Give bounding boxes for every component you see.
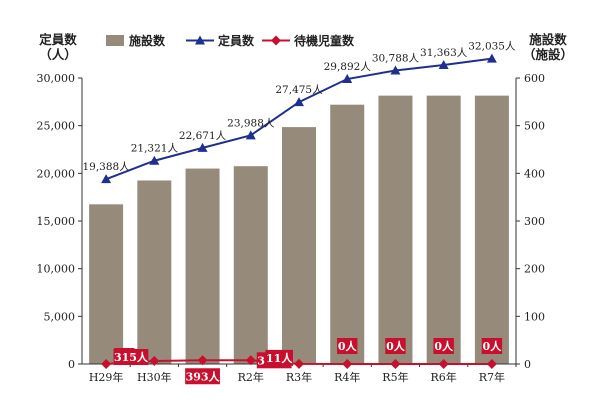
right-axis-title-line2: （施設） xyxy=(523,47,573,62)
x-tick-label: R3年 xyxy=(286,370,312,384)
capacity-value-label: 27,475人 xyxy=(275,84,323,96)
left-tick-label: 20,000 xyxy=(37,167,76,180)
legend-label-waiting: 待機児童数 xyxy=(294,33,355,48)
capacity-value-label: 32,035人 xyxy=(468,41,516,53)
facility-bar xyxy=(426,95,461,365)
legend-bar-swatch xyxy=(106,35,124,46)
waiting-value-label: 0人 xyxy=(338,339,358,353)
waiting-value-label: 11人 xyxy=(266,351,293,365)
waiting-point xyxy=(101,359,112,369)
capacity-point xyxy=(390,65,401,75)
x-tick-label: R2年 xyxy=(238,370,264,384)
right-tick-label: 100 xyxy=(524,310,545,323)
capacity-value-label: 30,788人 xyxy=(372,52,420,64)
waiting-value-label: 0人 xyxy=(386,339,406,353)
legend-triangle-icon xyxy=(195,35,205,45)
right-tick-label: 600 xyxy=(524,72,545,85)
waiting-point xyxy=(149,355,160,366)
legend: 施設数 定員数 待機児童数 xyxy=(106,33,355,48)
waiting-point xyxy=(390,359,401,369)
capacity-value-label: 23,988人 xyxy=(227,117,275,129)
left-axis-title-line1: 定員数 xyxy=(38,32,77,47)
waiting-label-box xyxy=(481,338,503,354)
facility-bar xyxy=(185,168,220,364)
waiting-label-box xyxy=(337,338,358,354)
capacity-value-label: 29,892人 xyxy=(324,61,372,73)
waiting-point xyxy=(438,359,449,369)
waiting-point xyxy=(294,358,304,369)
waiting-label-box xyxy=(433,338,454,354)
left-tick-label: 30,000 xyxy=(37,72,76,85)
facility-bar xyxy=(330,104,365,365)
waiting-point xyxy=(342,359,353,369)
right-tick-label: 200 xyxy=(524,263,545,276)
legend-diamond-icon xyxy=(271,35,281,46)
capacity-point xyxy=(294,97,304,107)
waiting-label-box xyxy=(265,349,293,366)
left-tick-label: 0 xyxy=(68,358,75,371)
capacity-value-label: 31,363人 xyxy=(420,47,468,59)
capacity-point xyxy=(197,142,208,152)
x-tick-label: H29年 xyxy=(89,370,124,384)
capacity-value-label: 19,388人 xyxy=(82,161,130,173)
capacity-point xyxy=(149,155,160,165)
legend-label-capacity: 定員数 xyxy=(218,33,255,48)
waiting-point xyxy=(486,359,497,369)
x-tick-label: R7年 xyxy=(479,370,505,384)
capacity-point xyxy=(486,53,497,63)
x-tick-label: H30年 xyxy=(137,370,172,384)
legend-label-facilities: 施設数 xyxy=(129,33,166,48)
waiting-value-label: 0人 xyxy=(483,339,503,353)
waiting-label-box xyxy=(385,338,406,354)
left-tick-label: 10,000 xyxy=(37,263,76,276)
x-tick-label: R4年 xyxy=(334,370,360,384)
facility-bar xyxy=(378,95,413,365)
waiting-point xyxy=(245,355,256,366)
left-tick-label: 15,000 xyxy=(37,215,76,228)
capacity-point xyxy=(245,130,256,140)
right-tick-label: 500 xyxy=(524,120,545,133)
capacity-value-label: 22,671人 xyxy=(179,130,227,142)
waiting-value-label: 0人 xyxy=(434,339,454,353)
waiting-label-box xyxy=(185,368,220,385)
facility-bar xyxy=(137,180,172,364)
waiting-point xyxy=(197,355,208,366)
waiting-value-label: 315人 xyxy=(114,350,149,364)
facility-bar xyxy=(233,166,268,364)
facility-bar xyxy=(282,127,316,364)
facility-bar xyxy=(474,95,509,365)
right-tick-label: 0 xyxy=(524,358,531,371)
right-tick-label: 400 xyxy=(524,167,545,180)
capacity-value-label: 21,321人 xyxy=(131,143,179,155)
left-tick-label: 25,000 xyxy=(37,120,76,133)
plot-area: 0 5,000 10,000 15,000 20,000 25,000 30,000 0 100… xyxy=(37,41,545,385)
waiting-value-label: 393人 xyxy=(186,369,221,383)
capacity-point xyxy=(438,60,449,70)
capacity-point xyxy=(101,174,112,184)
right-tick-label: 300 xyxy=(524,215,545,228)
facility-bar xyxy=(89,204,124,364)
x-tick-label: R6年 xyxy=(431,370,457,384)
capacity-point xyxy=(342,74,353,84)
left-tick-label: 5,000 xyxy=(44,310,76,323)
waiting-label-box xyxy=(113,348,149,365)
left-axis-title-line2: （人） xyxy=(39,47,77,62)
right-axis-title-line1: 施設数 xyxy=(529,32,567,47)
x-tick-label: R5年 xyxy=(382,370,408,384)
